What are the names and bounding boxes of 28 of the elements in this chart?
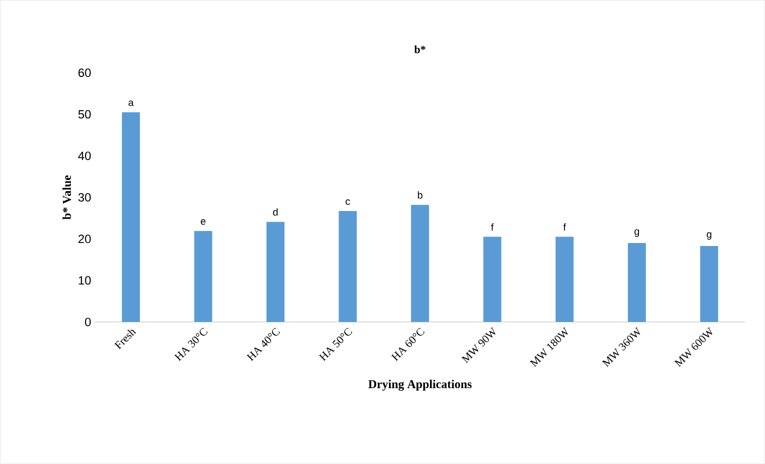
y-axis-title: b* Value bbox=[62, 175, 72, 220]
bar bbox=[700, 246, 718, 322]
annotation: a bbox=[128, 100, 134, 106]
annotation: f bbox=[491, 223, 494, 231]
annotation: g bbox=[706, 232, 712, 240]
annotation: g bbox=[634, 230, 640, 237]
annotation: f bbox=[563, 223, 566, 231]
y-tick-label: 0 bbox=[85, 318, 91, 326]
bar bbox=[628, 243, 646, 322]
y-tick-label: 20 bbox=[78, 234, 91, 244]
y-tick-label: 30 bbox=[78, 193, 91, 202]
bar bbox=[483, 236, 502, 322]
y-tick-label: 50 bbox=[78, 110, 91, 119]
annotation: e bbox=[200, 219, 206, 225]
bar bbox=[194, 231, 212, 322]
bar bbox=[338, 211, 357, 322]
y-tick-label: 40 bbox=[78, 152, 91, 160]
chart-title: b* bbox=[414, 46, 426, 54]
y-tick-label: 10 bbox=[78, 276, 91, 285]
bar bbox=[122, 112, 140, 322]
bar bbox=[266, 222, 284, 322]
bar bbox=[556, 236, 574, 322]
x-axis-title: Drying Applications bbox=[368, 380, 472, 391]
y-tick-label: 60 bbox=[78, 68, 91, 78]
bar bbox=[411, 204, 430, 322]
annotation: b bbox=[418, 191, 422, 199]
annotation: c bbox=[346, 199, 350, 205]
annotation: d bbox=[273, 208, 278, 216]
